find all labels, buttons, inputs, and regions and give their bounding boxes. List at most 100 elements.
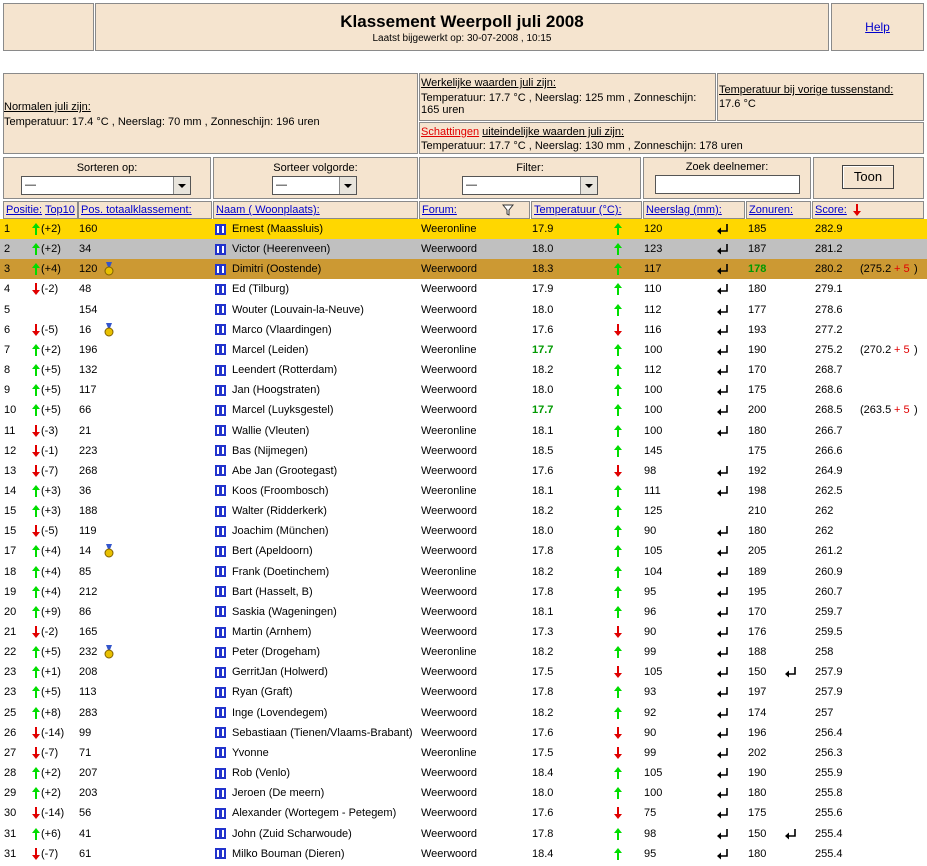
ranking-row: 10 (+5) 66 Marcel (Luyksgestel) Weerwoord 17.… xyxy=(0,400,927,420)
ranking-row: 4 (-2) 48 Ed (Tilburg) Weerwoord 17.9 110 180 27… xyxy=(0,279,927,299)
change: (-14) xyxy=(41,807,65,820)
position: 31 xyxy=(4,827,17,840)
sun: 174 xyxy=(748,706,767,719)
name: Joachim (München) xyxy=(232,525,329,538)
normal-text: Temperatuur: 17.4 °C , Neerslag: 70 mm ,… xyxy=(4,116,320,128)
forum: Weerwoord xyxy=(421,444,478,457)
forum: Weerwoord xyxy=(421,263,478,276)
forum: Weeronline xyxy=(421,424,477,437)
rain: 145 xyxy=(644,444,663,457)
show-button[interactable]: Toon xyxy=(842,165,894,189)
col-position-link[interactable]: Positie: xyxy=(6,204,43,216)
score-base: (270.2 xyxy=(860,343,892,356)
name: Marco (Vlaardingen) xyxy=(232,323,332,336)
up-icon xyxy=(614,827,622,840)
col-forum-link[interactable]: Forum: xyxy=(422,204,457,216)
up-icon xyxy=(32,223,40,235)
col-sun-link[interactable]: Zonuren: xyxy=(749,204,794,216)
score: 255.9 xyxy=(815,767,843,780)
person-icon xyxy=(215,586,226,598)
total-position: 117 xyxy=(79,384,97,397)
temperature: 18.4 xyxy=(532,847,554,860)
ranking-row: 30 (-14) 56 Alexander (Wortegem - Petegem) W… xyxy=(0,803,927,823)
forum: Weerwoord xyxy=(421,283,478,296)
back-icon xyxy=(717,828,728,839)
ranking-row: 22 (+5) 232 Peter (Drogeham) Weeronline 18.2 9… xyxy=(0,642,927,662)
name: Frank (Doetinchem) xyxy=(232,565,330,578)
person-icon xyxy=(215,686,226,698)
change: (-5) xyxy=(41,525,59,538)
ranking-row: 19 (+4) 212 Bart (Hasselt, B) Weerwoord 17.8 9… xyxy=(0,582,927,602)
total-position: 268 xyxy=(79,464,98,477)
total-position: 99 xyxy=(79,726,92,739)
col-top10-link[interactable]: Top10 xyxy=(44,204,75,216)
up-icon xyxy=(614,364,622,377)
back-icon xyxy=(785,667,796,678)
name: Bert (Apeldoorn) xyxy=(232,545,313,558)
change: (+3) xyxy=(41,484,61,497)
position: 29 xyxy=(4,787,17,800)
up-icon xyxy=(614,505,622,518)
down-icon xyxy=(32,626,40,638)
col-temp-link[interactable]: Temperatuur (°C): xyxy=(534,204,622,216)
total-position: 188 xyxy=(79,505,98,518)
col-score-link[interactable]: Score: xyxy=(815,204,847,216)
person-icon xyxy=(215,263,226,275)
sun: 189 xyxy=(748,565,767,578)
search-input[interactable] xyxy=(655,175,800,194)
down-icon xyxy=(32,323,40,336)
change: (+4) xyxy=(41,545,61,558)
col-total-link[interactable]: Pos. totaalklassement: xyxy=(81,204,192,216)
down-icon xyxy=(614,323,622,336)
position: 25 xyxy=(4,706,17,719)
rain: 90 xyxy=(644,626,657,638)
total-position: 232 xyxy=(79,646,98,659)
up-icon xyxy=(614,263,622,276)
name: GerritJan (Holwerd) xyxy=(232,666,328,679)
name: Milko Bouman (Dieren) xyxy=(232,847,345,860)
score: 260.9 xyxy=(815,565,843,578)
order-value: — xyxy=(276,179,287,191)
back-icon xyxy=(717,647,728,658)
filter-select[interactable]: — xyxy=(462,176,598,195)
col-total: Pos. totaalklassement: xyxy=(78,201,212,219)
col-rain-link[interactable]: Neerslag (mm): xyxy=(646,204,722,216)
score-close: ) xyxy=(914,404,918,417)
sun: 190 xyxy=(748,343,767,356)
medal-icon xyxy=(104,645,114,659)
up-icon xyxy=(614,343,622,356)
sun: 180 xyxy=(748,847,767,860)
score: 257.9 xyxy=(815,666,843,679)
change: (+4) xyxy=(41,565,61,578)
back-icon xyxy=(717,546,728,557)
order-select[interactable]: — xyxy=(272,176,357,195)
back-icon xyxy=(717,707,728,719)
forum: Weerwoord xyxy=(421,847,478,860)
person-icon xyxy=(215,646,226,658)
person-icon xyxy=(215,707,226,719)
forum: Weerwoord xyxy=(421,767,478,780)
change: (-7) xyxy=(41,746,59,759)
col-name-link[interactable]: Naam ( Woonplaats): xyxy=(216,204,320,216)
position: 7 xyxy=(4,343,11,356)
score: 278.6 xyxy=(815,303,843,316)
sun: 150 xyxy=(748,666,767,679)
forum: Weerwoord xyxy=(421,464,478,477)
change: (-3) xyxy=(41,424,59,437)
rain: 105 xyxy=(644,767,663,780)
change: (+4) xyxy=(41,585,61,598)
ranking-row: 15 (+3) 188 Walter (Ridderkerk) Weerwoord 18.… xyxy=(0,501,927,521)
back-icon xyxy=(717,405,728,416)
sort-select[interactable]: — xyxy=(21,176,191,195)
rain: 90 xyxy=(644,525,657,538)
sort-label: Sorteren op: xyxy=(76,162,138,174)
help-link[interactable]: Help xyxy=(865,20,890,34)
score: 275.2 xyxy=(815,343,843,356)
score: 268.7 xyxy=(815,364,843,377)
down-icon xyxy=(32,847,40,860)
filter-icon[interactable] xyxy=(502,204,514,216)
up-icon xyxy=(32,545,40,558)
total-position: 196 xyxy=(79,343,98,356)
up-icon xyxy=(614,404,622,417)
